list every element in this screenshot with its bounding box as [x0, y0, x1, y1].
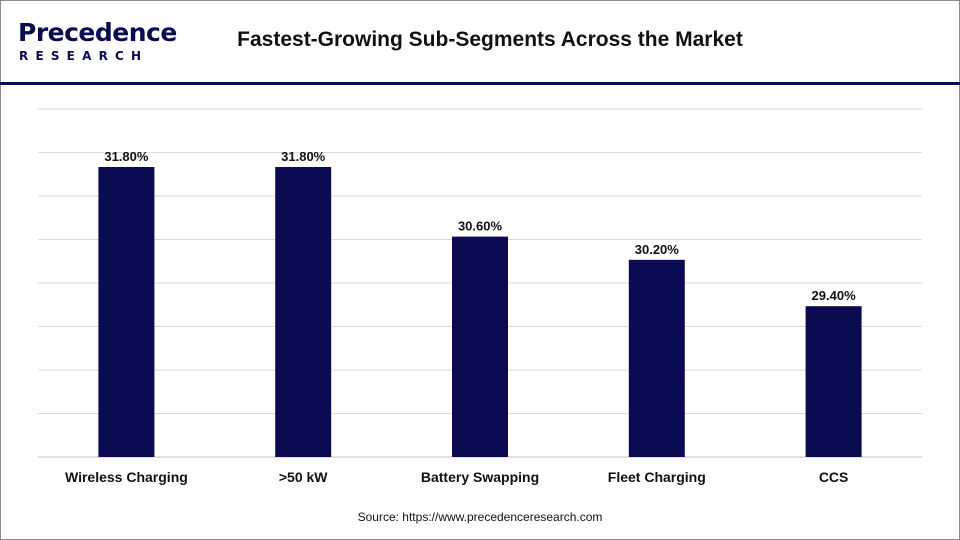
category-label: Wireless Charging [65, 469, 188, 485]
value-label: 31.80% [104, 149, 149, 164]
category-label: Fleet Charging [608, 469, 706, 485]
logo-subtitle: RESEARCH [19, 49, 149, 63]
header-divider [0, 82, 960, 85]
value-label: 29.40% [812, 288, 857, 303]
category-label: Battery Swapping [421, 469, 539, 485]
bar [628, 259, 685, 457]
value-label: 30.20% [635, 242, 680, 257]
bar [805, 306, 862, 457]
bar [98, 167, 155, 457]
source-note: Source: https://www.precedenceresearch.c… [357, 510, 603, 524]
category-label: CCS [819, 469, 849, 485]
bar [275, 167, 332, 457]
value-label: 30.60% [458, 219, 503, 234]
bar [452, 236, 508, 457]
header: Precedence RESEARCH Fastest-Growing Sub-… [0, 0, 960, 82]
bars [98, 167, 862, 457]
category-labels: Wireless Charging >50 kW Battery Swapping F… [65, 469, 848, 485]
chart-title: Fastest-Growing Sub-Segments Across the … [237, 28, 743, 51]
value-labels: 31.80% 31.80% 30.60% 30.20% 29.40% [104, 149, 856, 303]
value-label: 31.80% [281, 149, 326, 164]
precedence-research-logo: Precedence RESEARCH [18, 18, 177, 64]
category-label: >50 kW [279, 469, 328, 485]
bar-chart: 31.80% 31.80% 30.60% 30.20% 29.40% Wireless … [38, 108, 922, 485]
logo-wordmark: Precedence [18, 18, 177, 47]
